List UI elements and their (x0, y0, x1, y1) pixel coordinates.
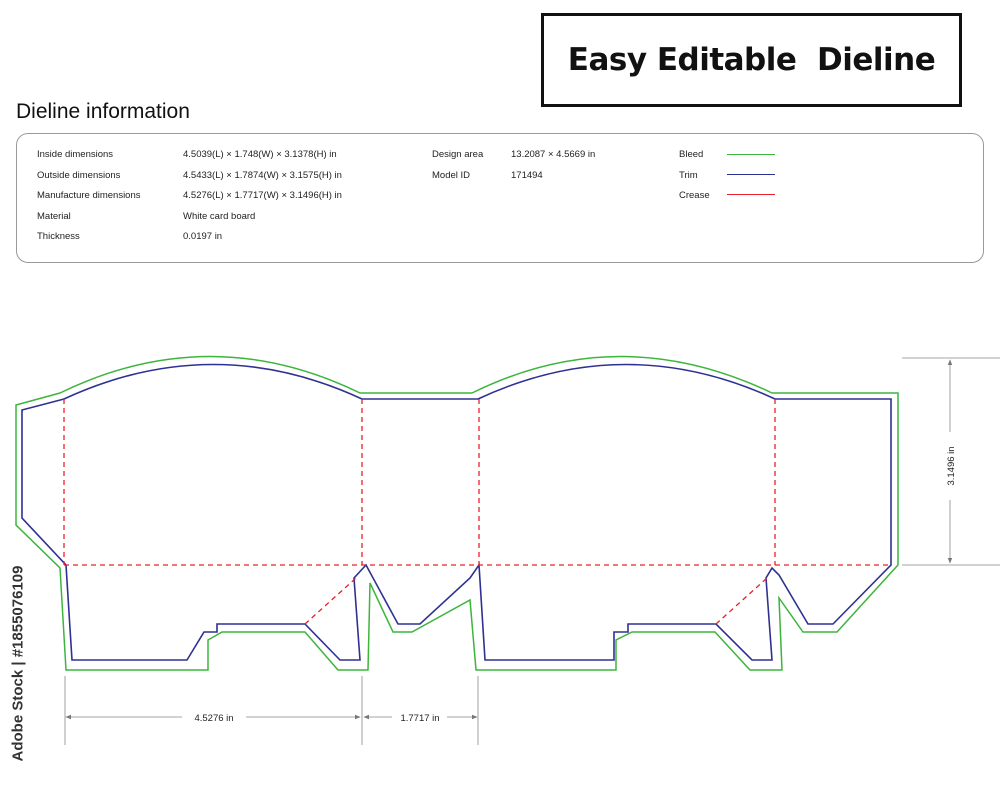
trim-outline (21, 363, 892, 661)
title-box: Easy Editable Dieline (541, 13, 962, 107)
inside-dimensions-label: Inside dimensions (37, 149, 114, 160)
thickness-label: Thickness (37, 231, 80, 242)
page-title: Easy Editable Dieline (567, 42, 936, 78)
legend-trim-line (727, 174, 775, 175)
section-heading: Dieline information (16, 100, 190, 123)
design-area-value: 13.2087 × 4.5669 in (511, 149, 596, 160)
dimension-guides (64, 357, 1000, 745)
model-id-label: Model ID (432, 170, 471, 181)
outside-dimensions-value: 4.5433(L) × 1.7874(W) × 3.1575(H) in (183, 170, 342, 181)
legend-trim-label: Trim (679, 170, 698, 181)
legend-crease-line (727, 194, 775, 195)
design-area-label: Design area (432, 149, 484, 160)
outside-dimensions-label: Outside dimensions (37, 170, 121, 181)
manufacture-dimensions-label: Manufacture dimensions (37, 190, 141, 201)
dieline-info-panel: Inside dimensions 4.5039(L) × 1.748(W) ×… (16, 133, 984, 263)
model-id-value: 171494 (511, 170, 543, 181)
material-value: White card board (183, 211, 256, 222)
stock-id-watermark: Adobe Stock | #1855076109 (9, 565, 27, 762)
legend-bleed-label: Bleed (679, 149, 704, 160)
height-dimension-label: 3.1496 in (946, 446, 957, 485)
crease-lines (63, 399, 891, 625)
length-dimension-label: 4.5276 in (194, 713, 233, 724)
material-label: Material (37, 211, 71, 222)
crease-diagonal-2 (715, 577, 768, 625)
legend-crease-label: Crease (679, 190, 710, 201)
bleed-outline (15, 355, 899, 671)
thickness-value: 0.0197 in (183, 231, 223, 242)
inside-dimensions-value: 4.5039(L) × 1.748(W) × 3.1378(H) in (183, 149, 337, 160)
width-dimension-label: 1.7717 in (400, 713, 439, 724)
legend-bleed-line (727, 154, 775, 155)
manufacture-dimensions-value: 4.5276(L) × 1.7717(W) × 3.1496(H) in (183, 190, 342, 201)
crease-diagonal-1 (304, 577, 357, 625)
